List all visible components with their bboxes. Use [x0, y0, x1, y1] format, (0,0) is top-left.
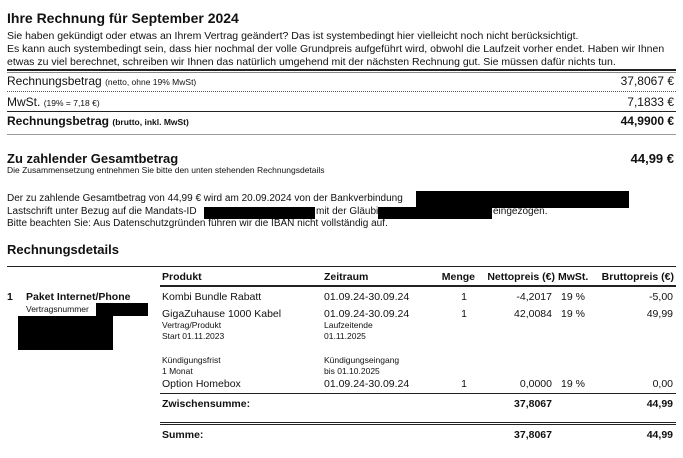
redaction-box [18, 316, 113, 350]
details-heading: Rechnungsdetails [7, 242, 119, 257]
total-value: 44,99 € [630, 151, 674, 166]
gross-price: -5,00 [649, 291, 673, 303]
sum-gross: 44,99 [646, 429, 673, 441]
vat: 19 % [561, 308, 585, 320]
position-number: 1 [7, 291, 13, 303]
divider [160, 422, 676, 425]
payment-line: eingezogen. [493, 206, 548, 217]
start-value: Start 01.11.2023 [162, 331, 225, 341]
net-amount-value: 37,8067 € [620, 74, 674, 88]
product: Kombi Bundle Rabatt [162, 291, 262, 303]
cancel-value: bis 01.10.2025 [324, 366, 380, 376]
subtotal-label: Zwischensumme: [162, 398, 251, 410]
payment-line: Der zu zahlende Gesamtbetrag von 44,99 €… [7, 193, 403, 204]
net-amount-label: Rechnungsbetrag (netto, ohne 19% MwSt) [7, 74, 197, 88]
divider [7, 111, 676, 112]
payment-line: Bitte beachten Sie: Aus Datenschutzgründ… [7, 218, 388, 229]
notice-line: Es kann auch systembedingt sein, dass hi… [7, 43, 665, 55]
payment-line: Lastschrift unter Bezug auf die Mandats-… [7, 206, 197, 217]
divider [7, 266, 676, 267]
redaction-box [96, 303, 148, 316]
gross-amount-value: 44,9900 € [620, 114, 674, 128]
divider [160, 285, 676, 287]
net-price: 0,0000 [519, 378, 552, 390]
redaction-box [378, 207, 492, 219]
col-header: Menge [441, 271, 475, 283]
subtotal-net: 37,8067 [514, 398, 552, 410]
payment-line: mit der Gläubiger- [316, 206, 397, 217]
contract-label: Vertragsnummer [26, 304, 89, 314]
start-label: Vertrag/Produkt [162, 320, 222, 330]
quantity: 1 [461, 378, 467, 390]
product: Option Homebox [162, 378, 241, 390]
end-value: 01.11.2025 [324, 331, 366, 341]
gross-amount-label: Rechnungsbetrag (brutto, inkl. MwSt) [7, 114, 189, 128]
col-header: Zeitraum [324, 271, 369, 283]
notice-period-label: Kündigungsfrist [162, 355, 221, 365]
col-header: MwSt. [558, 271, 589, 283]
subtotal-gross: 44,99 [646, 398, 673, 410]
notice-period-value: 1 Monat [162, 366, 193, 376]
divider [160, 393, 676, 394]
end-label: Laufzeitende [324, 320, 373, 330]
period: 01.09.24-30.09.24 [324, 378, 410, 390]
position-name: Paket Internet/Phone [26, 291, 131, 303]
col-header: Produkt [162, 271, 202, 283]
quantity: 1 [461, 308, 467, 320]
total-note: Die Zusammensetzung entnehmen Sie bitte … [7, 165, 325, 175]
redaction-box [416, 191, 629, 208]
quantity: 1 [461, 291, 467, 303]
product: GigaZuhause 1000 Kabel [162, 308, 282, 320]
vat: 19 % [561, 378, 585, 390]
divider [7, 91, 676, 92]
total-label: Zu zahlender Gesamtbetrag [7, 151, 179, 166]
net-price: 42,0084 [514, 308, 552, 320]
divider [7, 134, 676, 135]
col-header: Bruttopreis (€) [601, 271, 674, 283]
period: 01.09.24-30.09.24 [324, 308, 410, 320]
page-title: Ihre Rechnung für September 2024 [7, 10, 239, 26]
sum-net: 37,8067 [514, 429, 552, 441]
vat-value: 7,1833 € [627, 95, 674, 109]
net-price: -4,2017 [516, 291, 552, 303]
period: 01.09.24-30.09.24 [324, 291, 410, 303]
vat: 19 % [561, 291, 585, 303]
divider [7, 69, 676, 73]
notice-line: etwas zu viel berechnet, schreiben wir I… [7, 56, 616, 68]
cancel-label: Kündigungseingang [324, 355, 400, 365]
vat-label: MwSt. (19% = 7,18 €) [7, 95, 100, 109]
gross-price: 49,99 [646, 308, 673, 320]
sum-label: Summe: [162, 429, 204, 441]
notice-line: Sie haben gekündigt oder etwas an Ihrem … [7, 30, 579, 42]
col-header: Nettopreis (€) [487, 271, 555, 283]
redaction-box [204, 207, 315, 219]
gross-price: 0,00 [652, 378, 673, 390]
